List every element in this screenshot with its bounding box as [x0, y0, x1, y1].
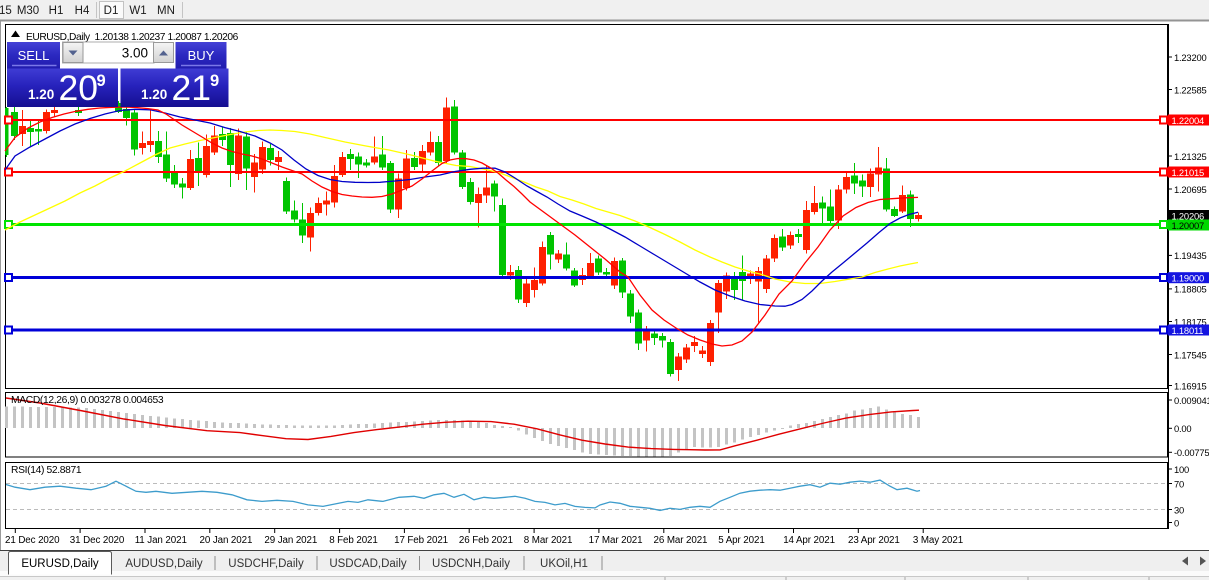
- svg-text:USDCNH,Daily: USDCNH,Daily: [432, 558, 510, 570]
- svg-text:0: 0: [1174, 517, 1179, 528]
- svg-text:MACD(12,26,9) 0.003278 0.00465: MACD(12,26,9) 0.003278 0.004653: [11, 395, 164, 406]
- svg-text:H1: H1: [49, 5, 64, 17]
- svg-text:21 Dec 2020: 21 Dec 2020: [5, 535, 60, 546]
- svg-text:RSI(14) 52.8871: RSI(14) 52.8871: [11, 465, 82, 476]
- svg-text:3.00: 3.00: [122, 46, 148, 61]
- svg-text:1.20: 1.20: [141, 87, 167, 102]
- svg-text:21: 21: [172, 68, 212, 108]
- svg-text:AUDUSD,Daily: AUDUSD,Daily: [125, 558, 203, 570]
- svg-text:1.18011: 1.18011: [1172, 325, 1204, 336]
- svg-text:17 Feb 2021: 17 Feb 2021: [394, 535, 448, 546]
- svg-text:M30: M30: [17, 5, 39, 17]
- svg-text:0.00: 0.00: [1174, 423, 1191, 434]
- svg-text:70: 70: [1174, 478, 1184, 489]
- svg-text:SELL: SELL: [18, 48, 50, 63]
- svg-text:17 Mar 2021: 17 Mar 2021: [589, 535, 643, 546]
- svg-text:31 Dec 2020: 31 Dec 2020: [70, 535, 125, 546]
- svg-text:EURUSD,Daily 1.20138 1.20237: EURUSD,Daily 1.20138 1.20237 1.20087 1.2…: [26, 32, 239, 43]
- svg-text:MN: MN: [157, 5, 175, 17]
- svg-text:8 Mar 2021: 8 Mar 2021: [524, 535, 573, 546]
- svg-text:1.22585: 1.22585: [1174, 84, 1207, 95]
- svg-text:0.009041: 0.009041: [1174, 395, 1209, 406]
- svg-text:30: 30: [1174, 504, 1184, 515]
- svg-text:1.21015: 1.21015: [1172, 167, 1205, 178]
- svg-text:5 Apr 2021: 5 Apr 2021: [718, 535, 764, 546]
- svg-text:1.16915: 1.16915: [1174, 380, 1207, 391]
- svg-text:1.19000: 1.19000: [1172, 273, 1205, 284]
- svg-text:1.20: 1.20: [28, 87, 54, 102]
- svg-text:USDCAD,Daily: USDCAD,Daily: [329, 558, 407, 570]
- svg-text:11 Jan 2021: 11 Jan 2021: [135, 535, 187, 546]
- svg-text:29 Jan 2021: 29 Jan 2021: [264, 535, 317, 546]
- svg-text:1.19435: 1.19435: [1174, 250, 1207, 261]
- svg-text:1.18175: 1.18175: [1174, 316, 1207, 327]
- svg-text:9: 9: [210, 72, 219, 90]
- svg-text:1.20206: 1.20206: [1172, 210, 1205, 221]
- svg-text:8 Feb 2021: 8 Feb 2021: [329, 535, 378, 546]
- svg-text:1.17545: 1.17545: [1174, 349, 1207, 360]
- svg-text:23 Apr 2021: 23 Apr 2021: [848, 535, 900, 546]
- svg-text:D1: D1: [104, 5, 119, 17]
- svg-text:9: 9: [97, 72, 106, 90]
- svg-text:USDCHF,Daily: USDCHF,Daily: [228, 558, 304, 570]
- svg-text:H4: H4: [75, 5, 90, 17]
- svg-text:EURUSD,Daily: EURUSD,Daily: [21, 558, 99, 570]
- svg-text:3 May 2021: 3 May 2021: [913, 535, 963, 546]
- svg-text:1.18805: 1.18805: [1174, 284, 1207, 295]
- svg-text:20 Jan 2021: 20 Jan 2021: [200, 535, 253, 546]
- svg-text:1.20007: 1.20007: [1172, 220, 1205, 231]
- svg-text:W1: W1: [129, 5, 146, 17]
- svg-text:20: 20: [59, 68, 99, 108]
- svg-text:BUY: BUY: [188, 48, 215, 63]
- svg-text:1.22004: 1.22004: [1172, 115, 1205, 126]
- svg-text:1.23200: 1.23200: [1174, 52, 1207, 63]
- svg-text:UKOil,H1: UKOil,H1: [540, 558, 588, 570]
- svg-text:1.21325: 1.21325: [1174, 151, 1207, 162]
- svg-text:26 Mar 2021: 26 Mar 2021: [654, 535, 708, 546]
- svg-text:14 Apr 2021: 14 Apr 2021: [783, 535, 835, 546]
- svg-text:15: 15: [0, 5, 12, 17]
- svg-text:-0.00775: -0.00775: [1174, 447, 1209, 458]
- svg-text:100: 100: [1174, 464, 1189, 475]
- svg-text:1.20695: 1.20695: [1174, 184, 1207, 195]
- svg-text:26 Feb 2021: 26 Feb 2021: [459, 535, 513, 546]
